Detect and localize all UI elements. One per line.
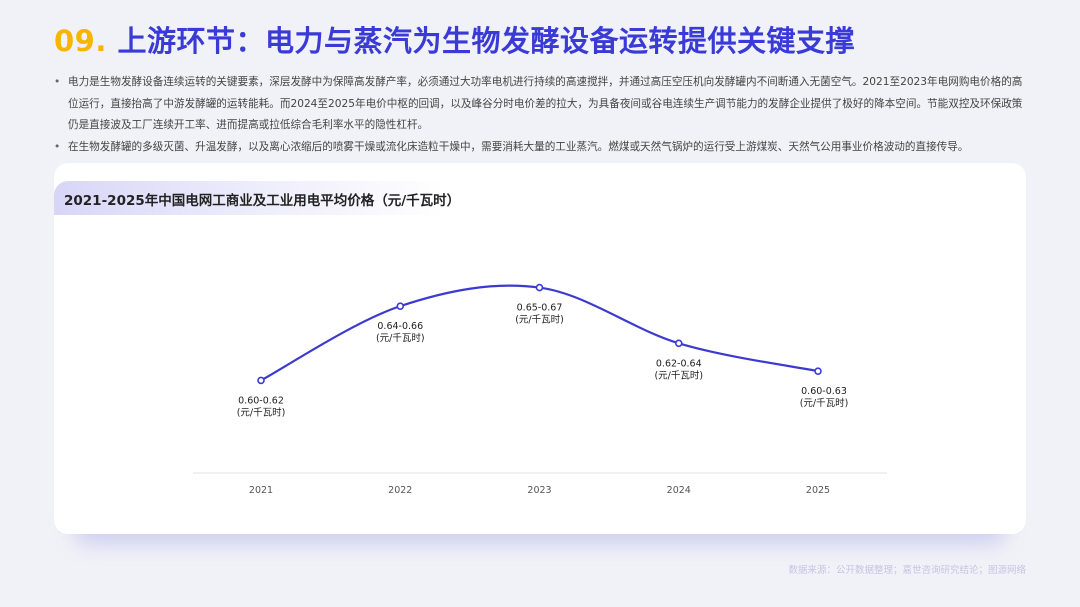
line-chart: 0.60-0.62(元/千瓦时)0.64-0.66(元/千瓦时)0.65-0.6… — [193, 283, 887, 496]
chart-title: 2021-2025年中国电网工商业及工业用电平均价格（元/千瓦时） — [64, 193, 461, 209]
bullet-list: 电力是生物发酵设备连续运转的关键要素，深层发酵中为保障高发酵产率，必须通过大功率… — [54, 72, 1030, 158]
data-label-unit: (元/千瓦时) — [237, 406, 286, 418]
x-tick-label: 2023 — [527, 485, 551, 496]
data-point — [674, 339, 683, 348]
chart-title-bar — [54, 181, 444, 215]
data-label-unit: (元/千瓦时) — [800, 397, 849, 409]
bullet-item-power: 电力是生物发酵设备连续运转的关键要素，深层发酵中为保障高发酵产率，必须通过大功率… — [54, 72, 1030, 137]
data-label-range: 0.60-0.63 — [801, 386, 847, 397]
data-label-range: 0.62-0.64 — [656, 358, 702, 369]
data-label-range: 0.60-0.62 — [238, 395, 284, 406]
x-tick-label: 2021 — [249, 485, 273, 496]
chart-card: 2021-2025年中国电网工商业及工业用电平均价格（元/千瓦时） 0.60-0… — [54, 163, 1026, 534]
data-label-range: 0.64-0.66 — [377, 321, 423, 332]
section-number: 09. — [54, 24, 107, 58]
data-source: 数据来源：公开数据整理；嘉世咨询研究结论；图源网络 — [788, 565, 1026, 576]
page-title: 09. 上游环节：电力与蒸汽为生物发酵设备运转提供关键支撑 — [54, 18, 855, 58]
data-point — [396, 302, 405, 310]
data-label-unit: (元/千瓦时) — [654, 369, 703, 381]
bullet-item-steam: 在生物发酵罐的多级灭菌、升温发酵，以及离心浓缩后的喷雾干燥或流化床造粒干燥中，需… — [54, 137, 1030, 159]
data-label-unit: (元/千瓦时) — [515, 314, 564, 326]
section-title: 上游环节：电力与蒸汽为生物发酵设备运转提供关键支撑 — [117, 24, 855, 58]
x-tick-label: 2024 — [667, 485, 691, 496]
data-point — [257, 376, 265, 385]
data-label-range: 0.65-0.67 — [517, 303, 563, 314]
data-label-unit: (元/千瓦时) — [376, 332, 425, 344]
x-tick-label: 2025 — [806, 485, 830, 496]
data-point — [814, 367, 822, 375]
series-line — [260, 284, 819, 382]
x-tick-label: 2022 — [388, 485, 412, 496]
data-point — [535, 283, 544, 292]
